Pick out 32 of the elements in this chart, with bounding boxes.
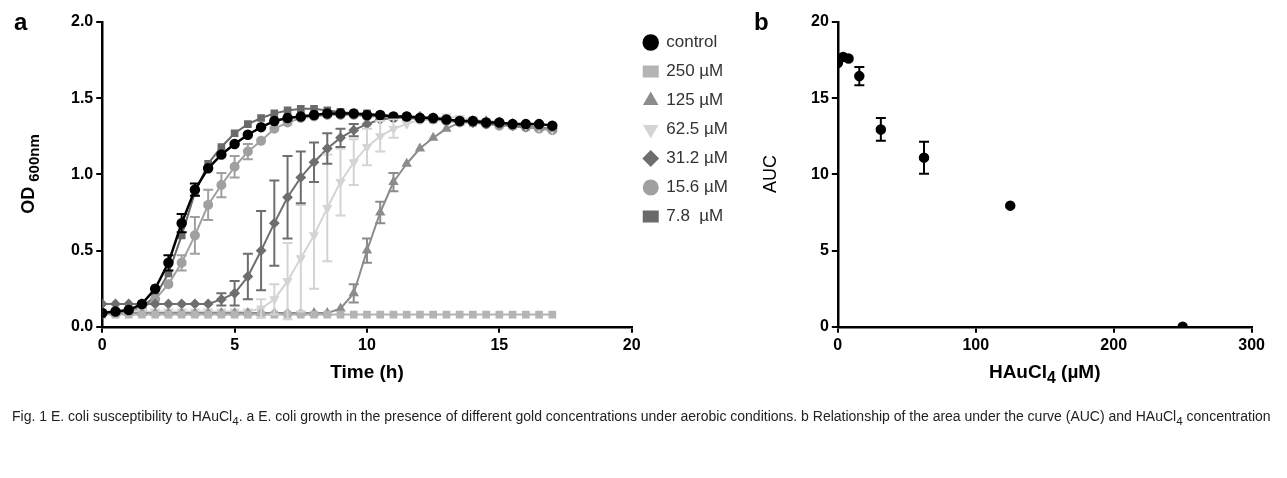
y-tick-label: 2.0 [70,12,94,30]
y-tick-label: 10 [811,164,829,182]
x-tick-label: 100 [962,335,990,353]
y-tick-label: 0.5 [70,241,94,259]
legend-label: 125 µM [666,90,724,110]
y-tick-label: 20 [811,12,829,30]
y-tick-label: 0.0 [70,317,94,335]
y-tick-label: 0 [819,317,829,335]
x-tick-label: 5 [230,335,240,353]
chart-title: a [14,8,28,36]
x-tick-label: 10 [358,335,376,353]
chart-title: b [754,8,769,36]
y-tick-label: 1.5 [70,88,94,106]
x-tick-label: 20 [622,335,641,353]
x-axis-title: HAuCl$_{4}$ (µM) [988,360,1101,387]
x-tick-label: 15 [490,335,509,353]
x-tick-label: 0 [97,335,107,353]
y-axis-title: AUC [759,155,781,194]
y-tick-label: 15 [811,88,829,106]
y-tick-label: 5 [819,241,829,259]
x-axis-title: Time (h) [330,360,404,383]
y-tick-label: 1.0 [70,164,94,182]
legend-label: 31.2 µM [666,148,729,168]
legend-label: 62.5 µM [666,119,729,139]
legend-label: control [666,32,718,52]
legend-label: 250 µM [666,61,724,81]
x-tick-label: 0 [833,335,843,353]
legend-label: 7.8 µM [666,206,724,226]
x-tick-label: 300 [1238,335,1266,353]
caption: Fig. 1 E. coli susceptibility to HAuCl$_{4}$. a E. coli growth in the presence of different gold concentrations under aerobic conditions. b Relationship of the area under the curve (AUC) and HAuCl$_{4}$ concentration [11,407,1272,429]
legend-label: 15.6 µM [666,177,729,197]
x-tick-label: 200 [1100,335,1128,353]
